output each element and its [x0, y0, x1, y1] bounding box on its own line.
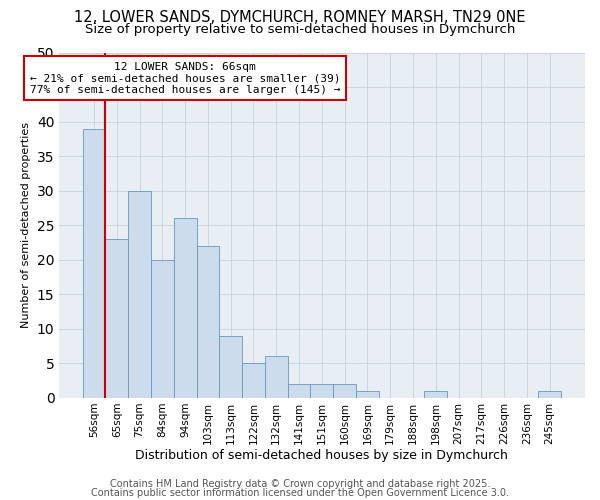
Text: 12 LOWER SANDS: 66sqm
← 21% of semi-detached houses are smaller (39)
77% of semi: 12 LOWER SANDS: 66sqm ← 21% of semi-deta…	[30, 62, 340, 95]
Bar	[197, 246, 219, 398]
Bar	[219, 336, 242, 398]
Bar	[538, 391, 561, 398]
X-axis label: Distribution of semi-detached houses by size in Dymchurch: Distribution of semi-detached houses by …	[136, 450, 508, 462]
Bar	[310, 384, 333, 398]
Text: 12, LOWER SANDS, DYMCHURCH, ROMNEY MARSH, TN29 0NE: 12, LOWER SANDS, DYMCHURCH, ROMNEY MARSH…	[74, 10, 526, 25]
Bar	[242, 363, 265, 398]
Text: Size of property relative to semi-detached houses in Dymchurch: Size of property relative to semi-detach…	[85, 22, 515, 36]
Bar	[174, 218, 197, 398]
Text: Contains HM Land Registry data © Crown copyright and database right 2025.: Contains HM Land Registry data © Crown c…	[110, 479, 490, 489]
Bar	[83, 129, 106, 398]
Bar	[356, 391, 379, 398]
Bar	[151, 260, 174, 398]
Bar	[106, 239, 128, 398]
Bar	[265, 356, 287, 398]
Bar	[333, 384, 356, 398]
Text: Contains public sector information licensed under the Open Government Licence 3.: Contains public sector information licen…	[91, 488, 509, 498]
Bar	[128, 191, 151, 398]
Bar	[424, 391, 447, 398]
Bar	[287, 384, 310, 398]
Y-axis label: Number of semi-detached properties: Number of semi-detached properties	[22, 122, 31, 328]
